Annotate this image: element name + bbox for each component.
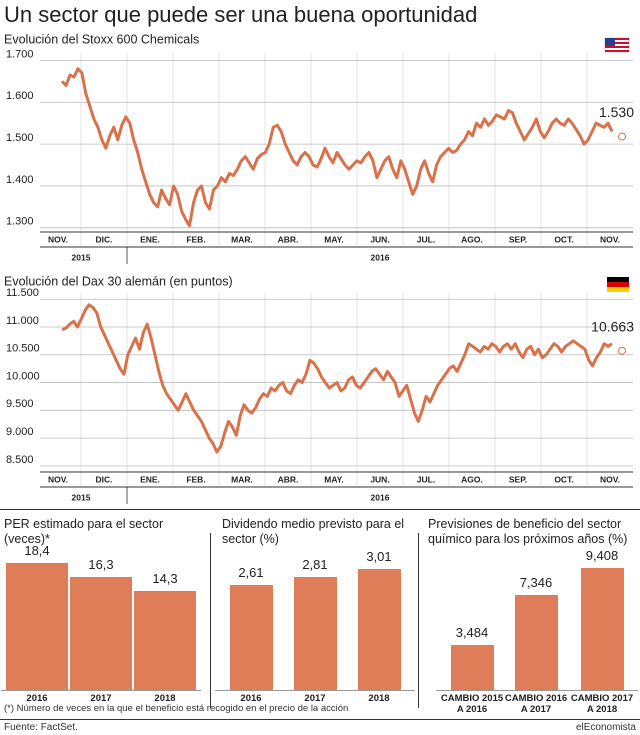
panel-divider (210, 533, 211, 708)
x-tick-label: SEP. (509, 234, 527, 244)
y-tick-label: 10.500 (6, 343, 40, 355)
y-tick-label: 10.000 (6, 370, 40, 382)
bar (70, 577, 132, 690)
page-title: Un sector que puede ser una buena oportu… (4, 2, 477, 27)
chart-title: Evolución del Stoxx 600 Chemicals (4, 32, 199, 46)
baseline (1, 690, 201, 691)
y-tick-label: 1.600 (6, 90, 34, 102)
x-tick-label: 2018 (368, 693, 390, 704)
panel-divider (418, 533, 419, 708)
line-series (61, 303, 613, 454)
value-label: 18,4 (24, 543, 50, 558)
x-tick-label: ENE. (140, 474, 160, 484)
x-tick-label: CAMBIO 2015 A 2016 (440, 693, 504, 715)
x-tick-label: 2017 (90, 693, 112, 704)
bar (229, 585, 273, 690)
y-tick-label: 1.300 (6, 216, 34, 228)
x-tick-label: NOV. (600, 474, 620, 484)
x-tick-label: OCT. (554, 234, 573, 244)
line-charts: Un sector que puede ser una buena oportu… (4, 2, 634, 504)
baseline (215, 690, 415, 691)
x-tick-label: ABR. (278, 474, 299, 484)
y-tick-label: 9.000 (6, 426, 34, 438)
year-label: 2016 (371, 492, 390, 502)
x-tick-label: JUN. (370, 474, 389, 484)
value-label: 16,3 (88, 557, 114, 573)
x-tick-label: AGO. (461, 234, 483, 244)
x-tick-label: OCT. (554, 474, 573, 484)
value-label: 7,346 (519, 574, 553, 590)
x-tick-label: CAMBIO 2016 A 2017 (504, 693, 568, 715)
line-series (60, 67, 614, 228)
x-tick-label: JUN. (370, 234, 389, 244)
bar (134, 591, 196, 690)
section-rule (0, 509, 640, 510)
end-label: 1.530 (599, 104, 634, 120)
value-label: 2,61 (238, 565, 264, 581)
bar (450, 644, 494, 690)
x-tick-label: DIC. (96, 474, 113, 484)
x-tick-label: 2018 (154, 693, 176, 704)
y-tick-label: 1.700 (6, 48, 34, 60)
x-tick-label: MAR. (231, 234, 253, 244)
source: Fuente: FactSet. (4, 722, 78, 733)
y-tick-label: 8.500 (6, 454, 34, 466)
x-tick-label: ABR. (278, 234, 299, 244)
x-tick-label: MAY. (324, 234, 344, 244)
year-label: 2015 (72, 252, 91, 262)
value-label: 3,484 (455, 624, 489, 640)
x-tick-label: 2016 (26, 693, 48, 704)
y-tick-label: 11.500 (6, 287, 39, 299)
chart-title: Evolución del Dax 30 alemán (en puntos) (4, 274, 233, 288)
bar (514, 594, 558, 690)
us-flag (604, 37, 630, 53)
year-label: 2015 (72, 492, 91, 502)
y-tick-label: 1.400 (6, 174, 34, 186)
x-tick-label: FEB. (186, 474, 205, 484)
y-tick-label: 9.500 (6, 398, 34, 410)
footer-rule (0, 719, 640, 720)
x-tick-label: 2017 (304, 693, 326, 704)
value-label: 3,01 (366, 549, 392, 564)
chart-title: PER estimado para el sector (veces)* (4, 517, 164, 546)
y-tick-label: 1.500 (6, 132, 34, 144)
bar (293, 577, 337, 690)
x-tick-label: JUL. (417, 474, 435, 484)
x-tick-label: DIC. (96, 234, 113, 244)
x-tick-label: ENE. (140, 234, 160, 244)
x-tick-label: CAMBIO 2017 A 2018 (570, 693, 634, 715)
x-tick-label: AGO. (461, 474, 483, 484)
value-label: 9,408 (585, 548, 619, 563)
bar (357, 569, 401, 690)
x-tick-label: SEP. (509, 474, 527, 484)
x-tick-label: FEB. (186, 234, 205, 244)
german-flag (607, 277, 629, 292)
bar (580, 568, 624, 690)
end-marker (618, 132, 626, 141)
bar (6, 563, 68, 690)
footnote: (*) Número de veces en la que el benefic… (4, 703, 349, 714)
year-label: 2016 (371, 252, 390, 262)
x-tick-label: 2016 (240, 693, 262, 704)
x-tick-label: NOV. (48, 234, 68, 244)
value-label: 14,3 (152, 571, 178, 587)
end-label: 10.663 (591, 318, 634, 334)
x-tick-label: MAR. (231, 474, 253, 484)
x-tick-label: NOV. (48, 474, 68, 484)
brand: elEconomista (575, 722, 636, 733)
x-tick-label: JUL. (417, 234, 435, 244)
x-tick-label: NOV. (600, 234, 620, 244)
baseline (436, 690, 638, 691)
end-marker (618, 346, 626, 355)
chart-title: Previsiones de beneficio del sector quím… (428, 517, 628, 546)
y-tick-label: 11.000 (6, 315, 39, 327)
chart-title: Dividendo medio previsto para el sector … (222, 517, 405, 546)
value-label: 2,81 (302, 557, 328, 573)
x-tick-label: MAY. (324, 474, 344, 484)
